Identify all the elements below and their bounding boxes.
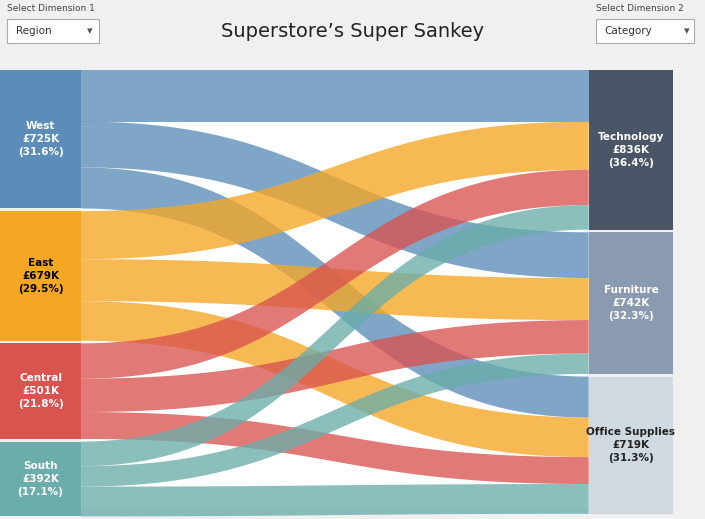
Text: Furniture
£742K
(32.3%): Furniture £742K (32.3%) [603, 285, 658, 321]
Text: West
£725K
(31.6%): West £725K (31.6%) [18, 121, 63, 157]
Text: Select Dimension 2: Select Dimension 2 [596, 4, 683, 12]
Bar [0, 0, 705, 70]
Polygon shape [81, 121, 589, 278]
Text: Region: Region [16, 26, 51, 36]
Bar [589, 70, 673, 230]
Bar [7, 19, 99, 44]
Text: Select Dimension 1: Select Dimension 1 [7, 4, 95, 12]
Polygon shape [81, 259, 589, 320]
Text: Category: Category [604, 26, 652, 36]
Polygon shape [81, 168, 589, 418]
Bar [589, 233, 673, 374]
Text: ▾: ▾ [87, 26, 93, 36]
Bar [0, 211, 81, 340]
Text: Office Supplies
£719K
(31.3%): Office Supplies £719K (31.3%) [587, 427, 675, 463]
Bar [0, 343, 81, 439]
Text: ▾: ▾ [684, 26, 689, 36]
Polygon shape [81, 301, 589, 457]
Polygon shape [81, 170, 589, 379]
Text: East
£679K
(29.5%): East £679K (29.5%) [18, 258, 63, 294]
Polygon shape [81, 205, 589, 466]
Polygon shape [81, 70, 589, 121]
Polygon shape [81, 412, 589, 484]
Bar [0, 70, 81, 209]
Bar [0, 442, 81, 516]
Bar [596, 19, 694, 44]
Text: Superstore’s Super Sankey: Superstore’s Super Sankey [221, 22, 484, 41]
Text: Central
£501K
(21.8%): Central £501K (21.8%) [18, 373, 63, 409]
Polygon shape [81, 121, 589, 259]
Bar [589, 377, 673, 514]
Text: South
£392K
(17.1%): South £392K (17.1%) [18, 461, 63, 497]
Bar [81, 70, 589, 509]
Text: Technology
£836K
(36.4%): Technology £836K (36.4%) [598, 132, 664, 168]
Polygon shape [81, 353, 589, 487]
Polygon shape [81, 320, 589, 412]
Polygon shape [81, 484, 589, 516]
